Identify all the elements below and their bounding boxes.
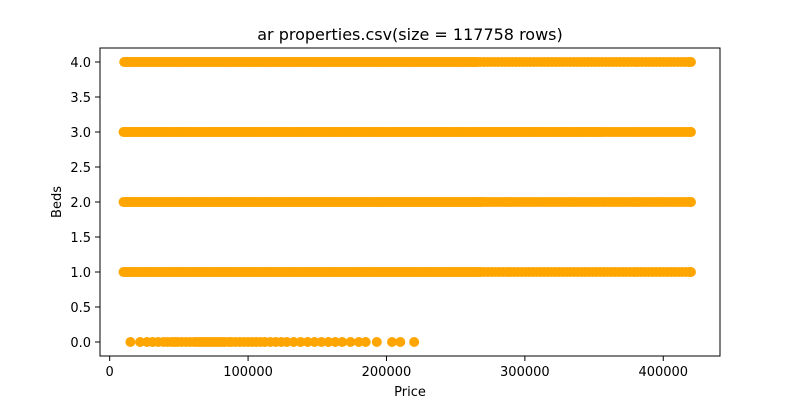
data-point xyxy=(337,337,348,347)
data-point xyxy=(323,337,334,347)
data-point xyxy=(409,337,420,347)
y-tick-label: 0.0 xyxy=(70,336,91,351)
y-tick-label: 3.0 xyxy=(70,126,91,141)
y-tick-label: 1.5 xyxy=(70,231,91,246)
y-tick-label: 2.5 xyxy=(70,161,91,176)
y-tick-label: 0.5 xyxy=(70,301,91,316)
data-point xyxy=(316,337,327,347)
data-point xyxy=(387,337,398,347)
data-point xyxy=(330,337,341,347)
y-tick-label: 4.0 xyxy=(70,56,91,71)
data-point xyxy=(125,337,136,347)
x-axis-label: Price xyxy=(394,385,426,400)
x-tick-label: 100000 xyxy=(223,365,273,380)
data-point xyxy=(685,127,696,137)
y-axis-label: Beds xyxy=(50,186,65,218)
x-tick-label: 200000 xyxy=(362,365,412,380)
data-point xyxy=(395,337,406,347)
x-tick-label: 400000 xyxy=(638,365,688,380)
data-point xyxy=(135,337,146,347)
data-point xyxy=(685,197,696,207)
data-point xyxy=(685,57,696,67)
y-tick-label: 3.5 xyxy=(70,91,91,106)
data-point xyxy=(281,337,292,347)
x-axis: 0 100000 200000 300000 400000 xyxy=(106,356,688,380)
data-point xyxy=(345,337,356,347)
x-tick-label: 0 xyxy=(106,365,114,380)
data-point xyxy=(685,267,696,277)
y-axis: 0.0 0.5 1.0 1.5 2.0 2.5 3.0 3.5 4.0 xyxy=(70,56,100,351)
chart-title: ar properties.csv(size = 117758 rows) xyxy=(257,25,563,44)
data-point xyxy=(302,337,313,347)
data-point xyxy=(309,337,320,347)
data-point xyxy=(353,337,364,347)
data-point xyxy=(371,337,382,347)
x-tick-label: 300000 xyxy=(500,365,550,380)
y-tick-label: 2.0 xyxy=(70,196,91,211)
data-point xyxy=(288,337,299,347)
y-tick-label: 1.0 xyxy=(70,266,91,281)
data-point xyxy=(360,337,371,347)
data-point xyxy=(295,337,306,347)
data-points xyxy=(118,57,696,347)
